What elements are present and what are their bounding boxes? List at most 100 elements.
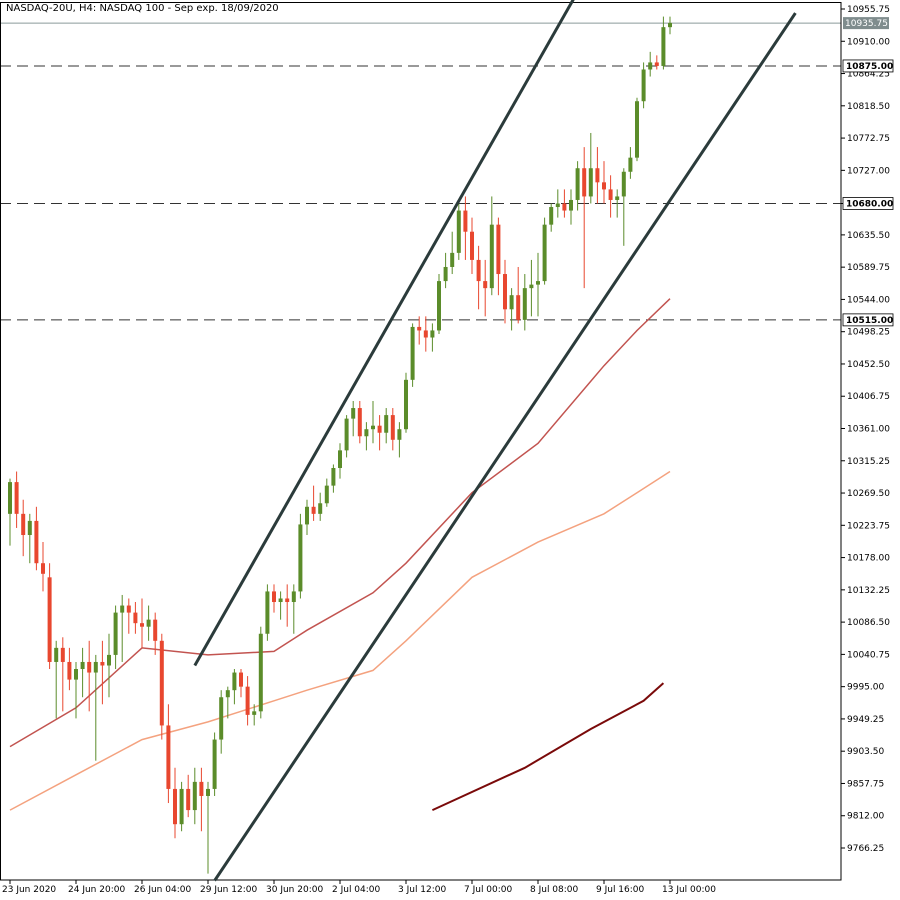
candle-body [291, 591, 296, 603]
candle-body [34, 520, 39, 564]
candle-body [278, 598, 283, 603]
candle-body [21, 513, 26, 536]
candle-body [67, 661, 72, 680]
horizontal-level-label: 10515.00 [846, 316, 893, 326]
candle-body [179, 788, 184, 825]
horizontal-level-tag [842, 59, 894, 73]
candle-body [225, 690, 230, 698]
candle-body [443, 266, 448, 282]
plot-layer [0, 16, 841, 874]
candle-body [549, 207, 554, 225]
candle-body [8, 482, 12, 514]
current-price-tag [843, 17, 889, 30]
candle-body [648, 62, 653, 70]
candle-body [404, 379, 408, 430]
candle-body [496, 224, 501, 275]
candle-body [470, 231, 474, 260]
candle-body [298, 524, 303, 592]
candle-body [120, 605, 125, 613]
y-tick-label: 10040.75 [847, 650, 890, 660]
candle-body [503, 274, 507, 310]
candle-body [668, 22, 672, 28]
candle-body [522, 288, 527, 320]
candle-body [595, 168, 600, 183]
candle-body [430, 330, 435, 338]
candle-body [100, 661, 105, 666]
horizontal-level-label: 10680.00 [846, 199, 893, 209]
current-price-label: 10935.75 [845, 19, 888, 29]
x-tick-label: 24 Jun 20:00 [68, 885, 125, 895]
y-tick-label: 9857.75 [847, 779, 884, 789]
candle-body [654, 62, 659, 66]
candle-body [569, 199, 573, 211]
candle-body [173, 788, 177, 825]
candle-body [219, 697, 224, 740]
candle-body [615, 196, 620, 200]
candle-body [483, 281, 488, 289]
y-tick-label: 10452.50 [847, 360, 890, 370]
candle-body [140, 623, 144, 627]
candle-body [562, 203, 567, 211]
horizontal-level-label: 10875.00 [846, 62, 893, 72]
candle-body [107, 654, 111, 666]
candle-body [621, 171, 626, 197]
y-tick-label: 9812.00 [847, 812, 884, 822]
candle-body [450, 252, 455, 267]
y-tick-label: 9949.25 [847, 715, 884, 725]
candle-body [588, 168, 593, 197]
candle-body [417, 326, 422, 331]
candle-body [252, 711, 257, 715]
y-tick-label: 10086.50 [847, 618, 890, 628]
y-tick-label: 10772.75 [847, 134, 890, 144]
candle-body [608, 189, 613, 200]
y-tick-label: 10269.50 [847, 489, 890, 499]
y-tick-label: 10406.75 [847, 392, 890, 402]
y-tick-label: 10315.25 [847, 457, 890, 467]
candle-body [87, 661, 92, 673]
horizontal-level-tag [842, 197, 894, 210]
channel-line [193, 0, 575, 667]
candle-body [80, 661, 85, 670]
candle-body [384, 415, 389, 433]
candle-body [364, 429, 369, 437]
y-tick-label: 10544.00 [847, 295, 890, 305]
x-tick-label: 13 Jul 00:00 [662, 885, 716, 895]
candle-body [377, 425, 382, 433]
x-tick-label: 26 Jun 04:00 [134, 885, 191, 895]
candle-body [410, 326, 415, 380]
candle-body [93, 661, 98, 673]
candle-body [186, 788, 191, 811]
candle-body [199, 781, 204, 796]
x-tick-label: 2 Jul 04:00 [332, 885, 381, 895]
candle-body [133, 612, 138, 624]
y-tick-label: 9766.25 [847, 844, 884, 854]
candle-body [602, 182, 606, 190]
candle-body [423, 330, 428, 338]
candle-body [305, 506, 309, 525]
x-tick-label: 29 Jun 12:00 [200, 885, 257, 895]
y-tick-label: 10818.50 [847, 102, 890, 112]
candle-body [272, 591, 276, 603]
candle-body [397, 429, 402, 440]
candle-body [285, 598, 290, 603]
candle-body [582, 168, 587, 197]
candle-body [126, 605, 131, 613]
candle-body [74, 669, 78, 680]
candle-body [344, 418, 349, 451]
candle-body [476, 259, 481, 282]
horizontal-level-tag [842, 313, 894, 327]
candle-body [245, 686, 250, 715]
candle-body [529, 284, 534, 289]
x-tick-label: 9 Jul 16:00 [596, 885, 645, 895]
candle-body [318, 503, 323, 514]
candle-body [437, 281, 441, 331]
candle-body [153, 619, 158, 641]
candle-body [555, 203, 560, 208]
candle-body [14, 482, 19, 514]
candle-body [331, 467, 336, 486]
moving-average-medium [9, 470, 671, 811]
y-tick-label: 10727.00 [847, 166, 890, 176]
channel-line [213, 12, 797, 882]
y-tick-label: 10589.75 [847, 263, 890, 273]
